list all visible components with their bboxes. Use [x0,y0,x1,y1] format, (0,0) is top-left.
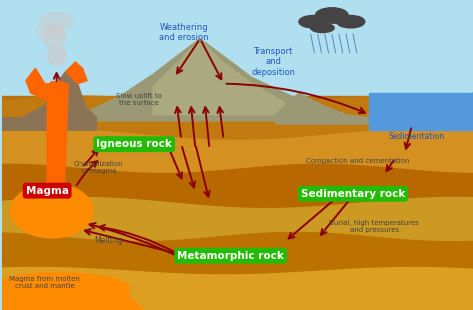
Polygon shape [2,129,473,310]
Polygon shape [2,96,473,310]
FancyArrowPatch shape [405,128,411,149]
Bar [369,93,473,130]
Text: Magma: Magma [26,186,69,196]
Ellipse shape [315,8,348,23]
Polygon shape [2,268,473,310]
Ellipse shape [11,184,93,238]
Polygon shape [26,68,57,99]
FancyArrowPatch shape [289,196,339,239]
Text: Slow uplift to
the surface: Slow uplift to the surface [116,93,162,106]
FancyArrowPatch shape [227,84,365,113]
Text: Sedimentation: Sedimentation [388,132,445,141]
FancyArrowPatch shape [168,147,182,178]
FancyArrowPatch shape [99,225,179,255]
Ellipse shape [47,46,66,65]
Polygon shape [2,197,473,310]
FancyArrowPatch shape [321,201,349,235]
Text: Melting: Melting [94,236,123,245]
FancyArrowPatch shape [201,41,221,79]
Polygon shape [87,39,346,121]
FancyArrowPatch shape [203,107,209,146]
Ellipse shape [336,16,365,28]
Polygon shape [2,96,473,310]
FancyArrowPatch shape [353,193,364,199]
Ellipse shape [311,23,334,33]
FancyArrowPatch shape [182,147,195,188]
FancyArrowPatch shape [218,107,223,137]
FancyArrowPatch shape [54,73,59,81]
FancyArrowPatch shape [189,107,195,146]
Polygon shape [45,71,85,112]
Polygon shape [2,164,473,310]
FancyArrowPatch shape [386,160,394,171]
Ellipse shape [299,16,327,28]
Polygon shape [2,90,96,130]
Text: Igneous rock: Igneous rock [96,139,172,149]
Text: Sedimentary rock: Sedimentary rock [301,189,405,199]
FancyArrowPatch shape [89,223,174,255]
Polygon shape [2,273,144,310]
Text: Magma from molten
crust and mantle: Magma from molten crust and mantle [9,276,80,289]
FancyArrowPatch shape [196,147,210,197]
Ellipse shape [0,273,130,304]
Polygon shape [275,93,369,124]
FancyArrowPatch shape [175,107,181,137]
Ellipse shape [35,23,63,39]
FancyArrowPatch shape [177,41,199,73]
Text: Compaction and cementation: Compaction and cementation [306,158,410,164]
Text: Metamorphic rock: Metamorphic rock [177,251,284,261]
Polygon shape [369,93,473,130]
Polygon shape [2,232,473,310]
FancyArrowPatch shape [94,137,107,153]
Polygon shape [66,62,87,84]
Text: Burial, high temperatures
and pressures: Burial, high temperatures and pressures [329,220,419,233]
Text: Crystallization
of magma: Crystallization of magma [74,161,124,174]
Text: Weathering
and erosion: Weathering and erosion [159,23,209,42]
FancyArrowPatch shape [85,229,183,255]
Polygon shape [47,84,68,223]
Text: Transport
and
deposition: Transport and deposition [251,47,295,77]
FancyArrowPatch shape [77,161,97,185]
Ellipse shape [43,26,66,48]
Polygon shape [153,39,285,115]
Ellipse shape [40,12,73,31]
FancyArrowPatch shape [84,149,98,165]
